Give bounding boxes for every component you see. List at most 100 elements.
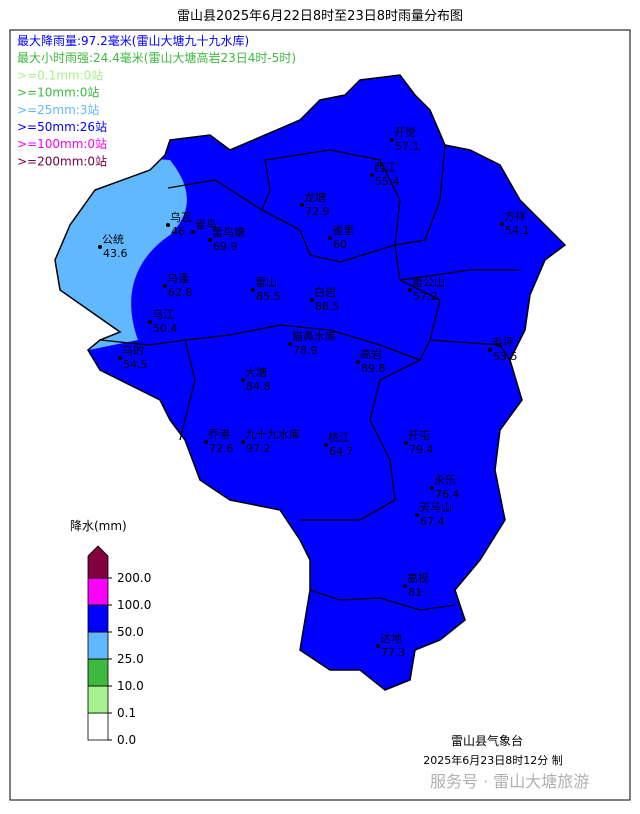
station-dot bbox=[191, 230, 195, 234]
station-value: 84.8 bbox=[246, 380, 271, 393]
station-dot bbox=[500, 222, 504, 226]
station-dot bbox=[324, 443, 328, 447]
township-border bbox=[300, 299, 441, 521]
station-dot bbox=[430, 486, 434, 490]
township-border bbox=[399, 269, 520, 281]
station-name: 白岩 bbox=[314, 285, 336, 299]
station-name: 天马山 bbox=[419, 501, 452, 514]
station-dot bbox=[390, 138, 394, 142]
station-value: 79.4 bbox=[409, 443, 434, 456]
station-value: 64.7 bbox=[329, 445, 354, 458]
colorbar-title: 降水(mm) bbox=[70, 519, 127, 533]
station-dot bbox=[300, 203, 304, 207]
station-value: 53.5 bbox=[493, 350, 518, 363]
colorbar-label: 50.0 bbox=[117, 625, 144, 639]
colorbar-swatch bbox=[87, 712, 109, 741]
county-border bbox=[54, 74, 567, 691]
station-dot bbox=[376, 644, 380, 648]
colorbar-label: 0.1 bbox=[117, 706, 136, 720]
station-name: 猫鼻水库 bbox=[292, 329, 336, 343]
colorbar-swatch bbox=[87, 658, 109, 687]
colorbar-swatch bbox=[87, 577, 109, 606]
station-value: 69.9 bbox=[213, 240, 238, 253]
station-dot bbox=[415, 513, 419, 517]
station-value: 97.2 bbox=[246, 442, 271, 455]
summary-line: 最大小时雨强:24.4毫米(雷山大塘高岩23日4时-5时) bbox=[17, 50, 296, 65]
station-value: 89.8 bbox=[361, 362, 386, 375]
township-border bbox=[261, 149, 401, 246]
colorbar: 降水(mm) 0.0 0.1 10.0 25.0 50.0 100.0 200.0 bbox=[70, 519, 151, 747]
station-name: 雷公山 bbox=[412, 276, 445, 289]
township-border bbox=[99, 324, 421, 361]
station-value: 77.3 bbox=[381, 646, 406, 659]
colorbar-label: 100.0 bbox=[117, 598, 151, 612]
station-name: 乌逢 bbox=[167, 271, 189, 285]
township-border bbox=[179, 339, 196, 441]
station-value: 43.6 bbox=[103, 247, 128, 260]
summary-line: >=50mm:26站 bbox=[17, 120, 107, 134]
summary-line: 最大降雨量:97.2毫米(雷山大塘九十九水库) bbox=[17, 33, 249, 48]
summary-line: >=0.1mm:0站 bbox=[17, 68, 103, 82]
station-value: 57.1 bbox=[395, 140, 420, 153]
station-value: 62.8 bbox=[168, 286, 193, 299]
station-value: 72.6 bbox=[209, 442, 234, 455]
station-name: 开屯 bbox=[408, 429, 430, 442]
station-name: 开觉 bbox=[394, 126, 416, 139]
station-dot bbox=[328, 236, 332, 240]
station-name: 龙塘 bbox=[304, 190, 326, 204]
summary-line: >=10mm:0站 bbox=[17, 86, 99, 100]
station-dot bbox=[163, 284, 167, 288]
station-value: 54.5 bbox=[123, 358, 148, 371]
station-name: 西江 bbox=[374, 161, 396, 174]
station-dot bbox=[98, 245, 102, 249]
station-name: 毛坪 bbox=[492, 336, 514, 349]
footer-org: 雷山县气象台 bbox=[451, 733, 523, 748]
watermark: 服务号 · 雷山大塘旅游 bbox=[430, 772, 589, 791]
colorbar-label: 10.0 bbox=[117, 679, 144, 693]
station-dot bbox=[356, 360, 360, 364]
station-name: 雀里 bbox=[332, 224, 354, 237]
station-value: 55.4 bbox=[375, 175, 400, 188]
station-value: 81 bbox=[408, 586, 422, 599]
station-value: 46 bbox=[171, 225, 185, 238]
colorbar-swatch bbox=[87, 631, 109, 660]
colorbar-swatch bbox=[87, 685, 109, 714]
station-name: 公统 bbox=[102, 233, 124, 246]
colorbar-label: 0.0 bbox=[117, 733, 136, 747]
township-border bbox=[429, 339, 511, 361]
station-dot bbox=[288, 342, 292, 346]
station-value: 54.1 bbox=[505, 224, 530, 237]
station-value: 72.9 bbox=[305, 205, 330, 218]
station-name: 桃江 bbox=[328, 430, 350, 444]
station-dot bbox=[241, 378, 245, 382]
colorbar-label: 200.0 bbox=[117, 571, 151, 585]
station-name: 乔港 bbox=[208, 428, 230, 441]
station-dot bbox=[148, 320, 152, 324]
station-name: 永乐 bbox=[434, 473, 456, 487]
colorbar-arrow bbox=[87, 545, 109, 579]
summary-line: >=100mm:0站 bbox=[17, 137, 107, 151]
station-name: 九十九水库 bbox=[245, 427, 300, 441]
township-border bbox=[394, 144, 446, 246]
station-dot bbox=[204, 440, 208, 444]
summary-legend: 最大降雨量:97.2毫米(雷山大塘九十九水库) 最大小时雨强:24.4毫米(雷山大… bbox=[17, 33, 296, 168]
station-value: 67.4 bbox=[420, 515, 445, 528]
station-name: 雷鸟塘 bbox=[212, 225, 245, 239]
station-value: 85.5 bbox=[256, 290, 281, 303]
station-name: 大塘 bbox=[245, 365, 267, 379]
colorbar-label: 25.0 bbox=[117, 652, 144, 666]
station-name: 雷山 bbox=[255, 276, 277, 289]
footer-time: 2025年6月23日8时12分 制 bbox=[423, 753, 562, 767]
station-dot bbox=[403, 584, 407, 588]
station-dot bbox=[488, 348, 492, 352]
station-name: 雀鸟 bbox=[195, 217, 217, 231]
station-name: 乌江 bbox=[152, 307, 174, 321]
township-border bbox=[309, 589, 456, 611]
station-dot bbox=[404, 441, 408, 445]
station-name: 高枧 bbox=[407, 571, 429, 585]
station-name: 方祥 bbox=[504, 209, 526, 223]
station-name: 达地 bbox=[380, 632, 402, 645]
station-dot bbox=[166, 223, 170, 227]
